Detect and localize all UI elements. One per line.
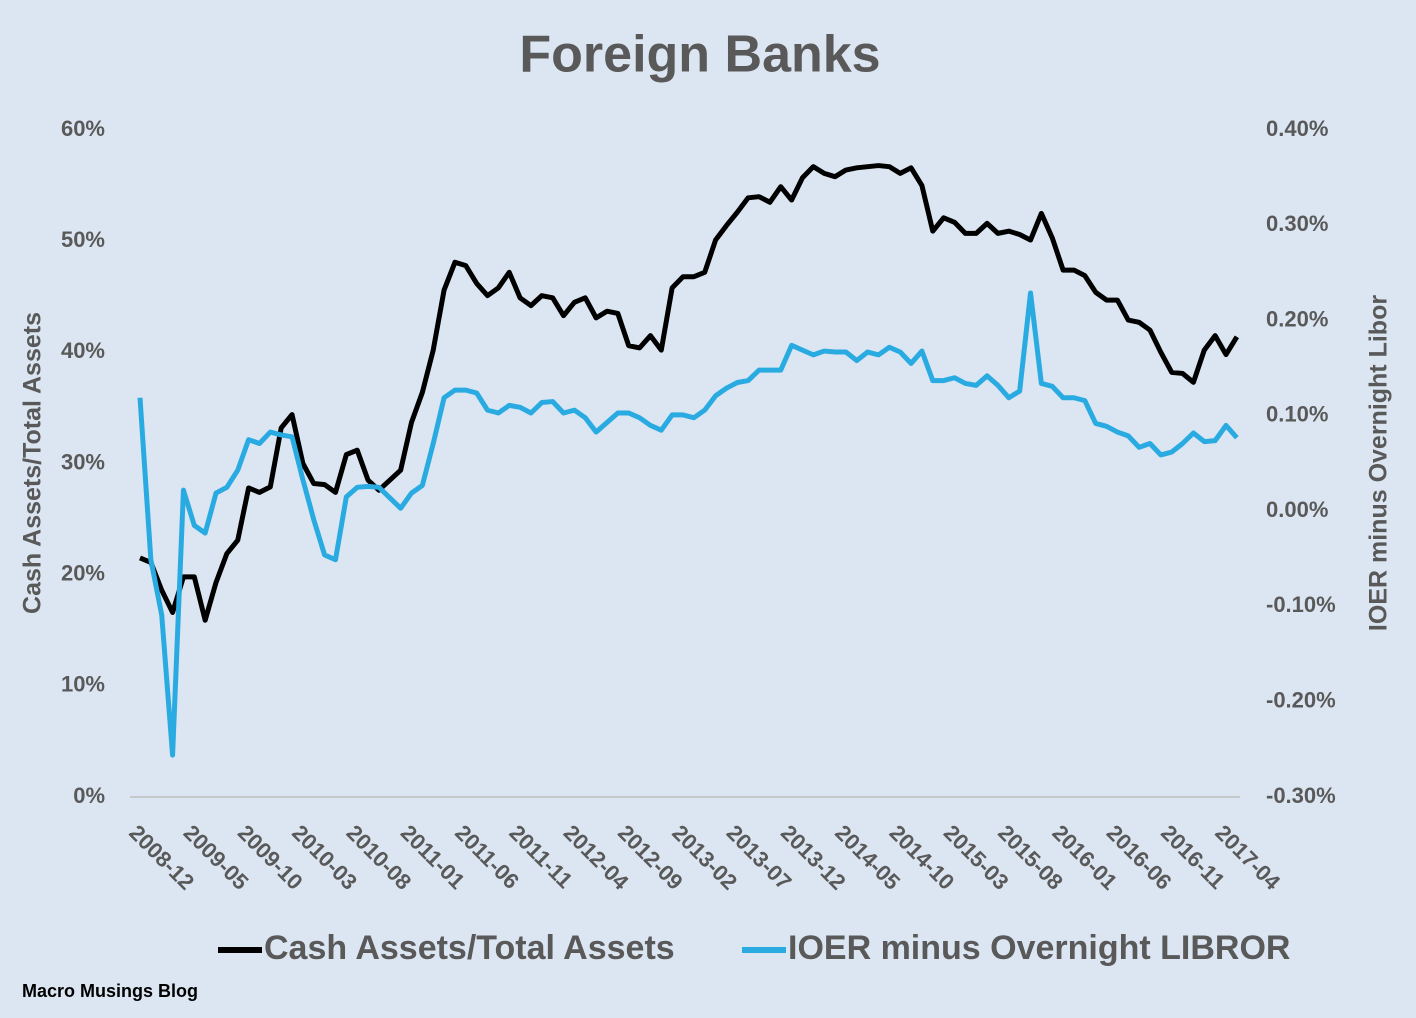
y2-tick-label: 0.30% [1266, 211, 1328, 236]
y-tick-label: 10% [61, 672, 105, 697]
y2-tick-label: -0.30% [1266, 783, 1336, 808]
series-line [139, 163, 1239, 623]
y-tick-label: 60% [61, 116, 105, 141]
y2-tick-label: 0.00% [1266, 497, 1328, 522]
y2-tick-label: 0.20% [1266, 306, 1328, 331]
y-axis-title: Cash Assets/Total Assets [19, 312, 47, 614]
y-tick-label: 30% [61, 449, 105, 474]
legend-label: Cash Assets/Total Assets [264, 929, 675, 967]
y2-tick-label: -0.20% [1266, 688, 1336, 713]
legend-label: IOER minus Overnight LIBROR [788, 929, 1290, 967]
y-tick-label: 50% [61, 227, 105, 252]
source: Macro Musings Blog [22, 981, 198, 1001]
y2-tick-label: 0.10% [1266, 402, 1328, 427]
y2-axis-title: IOER minus Overnight Libor [1365, 295, 1393, 631]
y-tick-label: 20% [61, 560, 105, 585]
chart-title: Foreign Banks [519, 26, 880, 84]
series-line [137, 290, 1239, 758]
y-tick-label: 0% [73, 783, 105, 808]
y2-tick-label: -0.10% [1266, 592, 1336, 617]
y2-tick-label: 0.40% [1266, 116, 1328, 141]
y-tick-label: 40% [61, 338, 105, 363]
